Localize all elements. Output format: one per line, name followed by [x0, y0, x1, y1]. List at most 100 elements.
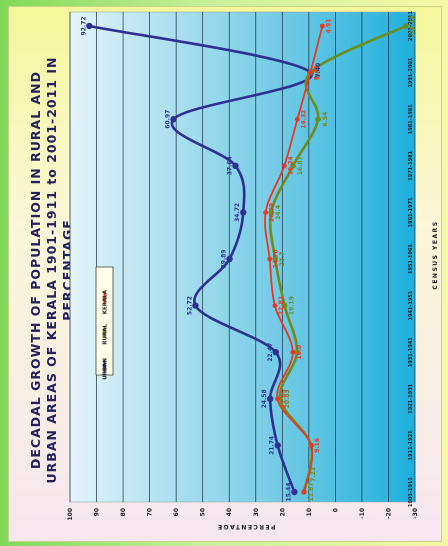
rural-data-label: 9.42	[314, 65, 321, 80]
y-tick: 0	[332, 508, 339, 512]
x-tick: 1961-1971	[408, 197, 414, 227]
rural-data-label-text: 22.7	[279, 252, 286, 267]
urban-point	[266, 395, 274, 402]
urban-point	[86, 22, 93, 30]
kerala-point	[263, 210, 269, 215]
kerala-point	[290, 349, 296, 355]
chart-title: DECADAL GROWTH OF POPULATION IN RURAL AN…	[28, 57, 75, 484]
y-tick: -30	[412, 508, 419, 519]
title-line-1: DECADAL GROWTH OF POPULATION IN RURAL AN…	[28, 71, 43, 469]
urban-data-label: 21.74	[269, 436, 276, 455]
rural-point	[290, 163, 296, 169]
urban-data-label-text: 52.72	[186, 296, 193, 315]
x-axis-title: CENSUS YEARS	[432, 220, 439, 289]
kerala-data-label: 9.42	[313, 65, 320, 80]
rural-data-label-text: 6.54	[322, 112, 329, 127]
x-tick: 1931-1941	[408, 337, 414, 367]
y-tick-label: -20	[385, 508, 392, 519]
rural-point	[294, 349, 300, 356]
x-tick: 1941-1951	[408, 290, 414, 320]
kerala-point	[272, 303, 278, 308]
kerala-point	[281, 163, 287, 169]
rural-data-label-text: 9.42	[314, 65, 321, 80]
y-tick-label: 100	[67, 508, 74, 521]
rural-data-label-text: 24.4	[275, 205, 282, 220]
plot-area	[69, 11, 416, 503]
y-tick-labels: 100 90 80 70 60 50 40 30 20 10 0 -10 -20 -30	[67, 508, 419, 521]
legend-marker	[102, 330, 107, 334]
legend-marker	[102, 364, 107, 368]
title-line-2: URBAN AREAS OF KERALA 1901-1911 to 2001-…	[44, 57, 59, 484]
kerala-data-label-text: 9.42	[313, 65, 320, 80]
urban-data-label: 22.47	[267, 343, 274, 362]
x-tick: 1921-1931	[408, 383, 414, 413]
extra-data-label-text: 7.40	[315, 63, 322, 78]
x-tick: 1971-1981	[408, 150, 414, 180]
x-tick-label: 1911-1921	[408, 430, 414, 460]
urban-data-label-text: 21.74	[269, 436, 276, 455]
rural-data-label: 6.54	[322, 112, 329, 127]
kerala-data-label: 19.24	[287, 156, 294, 175]
y-tick-label: 70	[147, 508, 154, 516]
kerala-data-label: 16.0	[296, 345, 303, 360]
kerala-point	[301, 489, 307, 495]
y-tick-label: 40	[226, 508, 233, 516]
rural-point	[268, 209, 274, 216]
urban-point	[274, 442, 281, 449]
urban-data-label: 39.89	[221, 250, 228, 269]
rural-data-label: 20.83	[284, 389, 291, 408]
legend-marker	[102, 296, 107, 300]
kerala-data-label-text: 26.29	[269, 203, 276, 222]
y-tick: 30	[253, 508, 260, 516]
urban-point	[272, 349, 279, 356]
x-tick-label: 2001-2011	[408, 11, 414, 41]
y-tick: 60	[173, 508, 180, 516]
x-tick-label: 1991-2001	[408, 57, 414, 87]
kerala-data-label: 24.76	[273, 250, 280, 269]
urban-point	[170, 116, 177, 123]
y-tick-label: 30	[253, 508, 260, 516]
x-tick: 1951-1961	[408, 244, 414, 274]
y-tick-label: 10	[306, 508, 313, 516]
y-tick: -10	[359, 508, 366, 519]
rural-data-label-text: 11.87	[308, 483, 315, 502]
urban-data-label-text: 92.72	[80, 17, 87, 36]
kerala-point	[319, 23, 325, 29]
kerala-data-label-text: 24.76	[273, 250, 280, 269]
x-tick-label: 1901-1911	[408, 477, 414, 507]
x-tick-label: 1961-1971	[408, 197, 414, 227]
urban-data-label-text: 60.97	[165, 110, 172, 129]
x-tick: 1991-2001	[408, 57, 414, 87]
y-tick-label: -10	[359, 508, 366, 519]
x-tick-label: 1921-1931	[408, 383, 414, 413]
urban-data-label-text: 34.72	[234, 203, 241, 222]
kerala-point	[294, 116, 300, 122]
y-tick: 20	[279, 508, 286, 516]
urban-data-label: 34.72	[234, 203, 241, 222]
y-tick-label: 60	[173, 508, 180, 516]
urban-data-label-text: 15.44	[285, 483, 292, 502]
y-tick: 90	[94, 508, 101, 516]
x-tick: 1901-1911	[408, 477, 414, 507]
data-labels: 15.44 21.74 24.58 22.47 52.72 39.89 34.72 37.64…	[80, 15, 416, 501]
y-tick: 40	[226, 508, 233, 516]
urban-data-label: 52.72	[186, 296, 193, 315]
x-tick-label: 1971-1981	[408, 150, 414, 180]
legend-item: URBAN	[103, 358, 109, 380]
rural-data-label: 11.87	[308, 483, 315, 502]
rural-point	[402, 23, 409, 29]
rural-point	[272, 256, 278, 262]
x-tick: 1981-1991	[408, 104, 414, 134]
legend-label: RURAL	[103, 324, 109, 345]
rural-data-label-text: 16.87	[297, 156, 304, 175]
urban-data-label-text: 39.89	[221, 250, 228, 269]
rural-data-label: -26.49	[410, 15, 417, 36]
legend-label: URBAN	[103, 358, 109, 380]
rural-data-label-text: 19.19	[289, 296, 296, 315]
x-tick-label: 1981-1991	[408, 104, 414, 134]
rural-point	[281, 302, 288, 309]
x-tick-label: 1951-1961	[408, 244, 414, 274]
kerala-data-label: 26.29	[269, 203, 276, 222]
rural-point	[315, 116, 321, 122]
urban-data-label: 92.72	[80, 17, 87, 36]
